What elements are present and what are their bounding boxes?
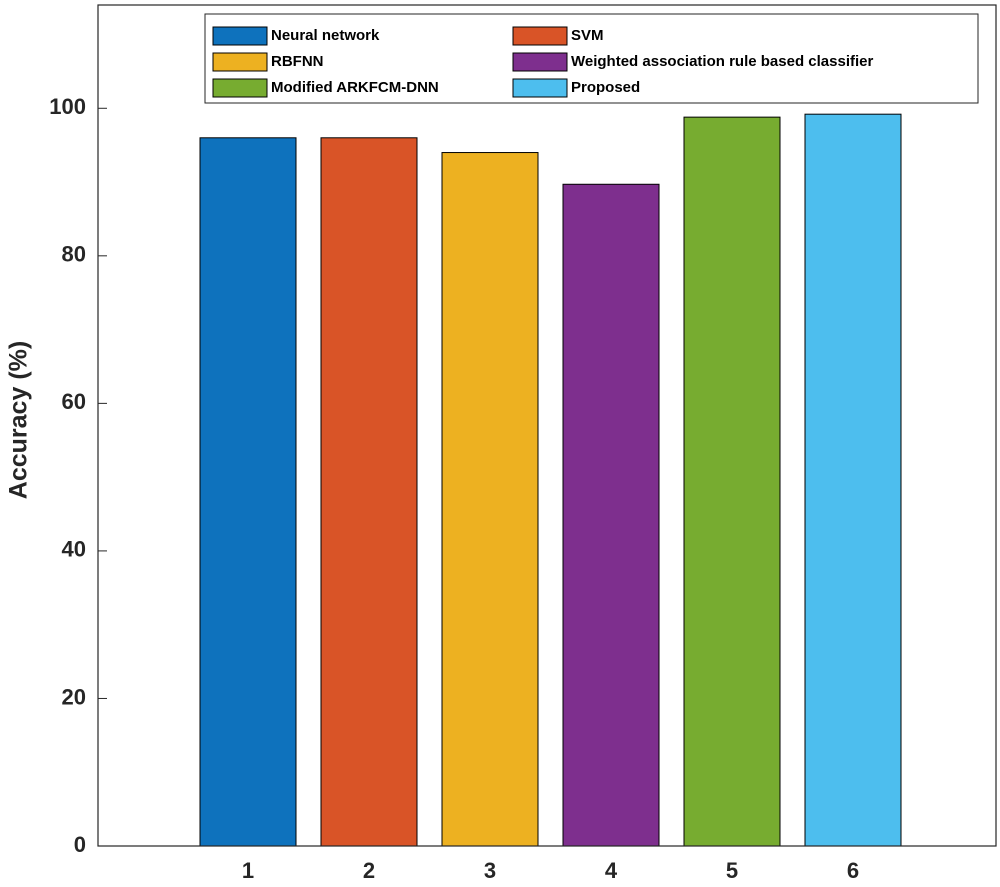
y-tick-label: 80 <box>62 242 86 267</box>
y-tick-label: 100 <box>49 94 86 119</box>
x-tick-label: 6 <box>847 858 859 883</box>
bar <box>199 137 297 847</box>
legend-label: Modified ARKFCM-DNN <box>271 79 439 96</box>
legend-label: RBFNN <box>271 53 324 70</box>
legend-label: Proposed <box>571 79 640 96</box>
y-axis-label: Accuracy (%) <box>5 341 33 499</box>
x-tick-label: 1 <box>242 858 254 883</box>
legend-swatch <box>212 26 268 46</box>
legend-label: SVM <box>571 27 604 44</box>
bar <box>320 137 418 847</box>
legend-swatch <box>512 52 568 72</box>
legend-swatch <box>512 78 568 98</box>
x-tick-label: 2 <box>363 858 375 883</box>
legend-swatch <box>512 26 568 46</box>
y-tick-label: 20 <box>62 684 86 709</box>
x-tick-label: 3 <box>484 858 496 883</box>
legend-swatch <box>212 78 268 98</box>
y-tick-label: 60 <box>62 389 86 414</box>
y-tick-label: 40 <box>62 537 86 562</box>
legend-box <box>204 13 979 104</box>
y-tick-label: 0 <box>74 832 86 857</box>
legend-label: Weighted association rule based classifi… <box>571 53 873 70</box>
axes-box <box>97 4 997 847</box>
bar <box>804 113 902 847</box>
bar <box>683 116 781 847</box>
legend-label: Neural network <box>271 27 380 44</box>
x-tick-label: 5 <box>726 858 738 883</box>
bar <box>441 152 539 847</box>
x-tick-label: 4 <box>605 858 618 883</box>
bar <box>562 183 660 847</box>
legend-swatch <box>212 52 268 72</box>
